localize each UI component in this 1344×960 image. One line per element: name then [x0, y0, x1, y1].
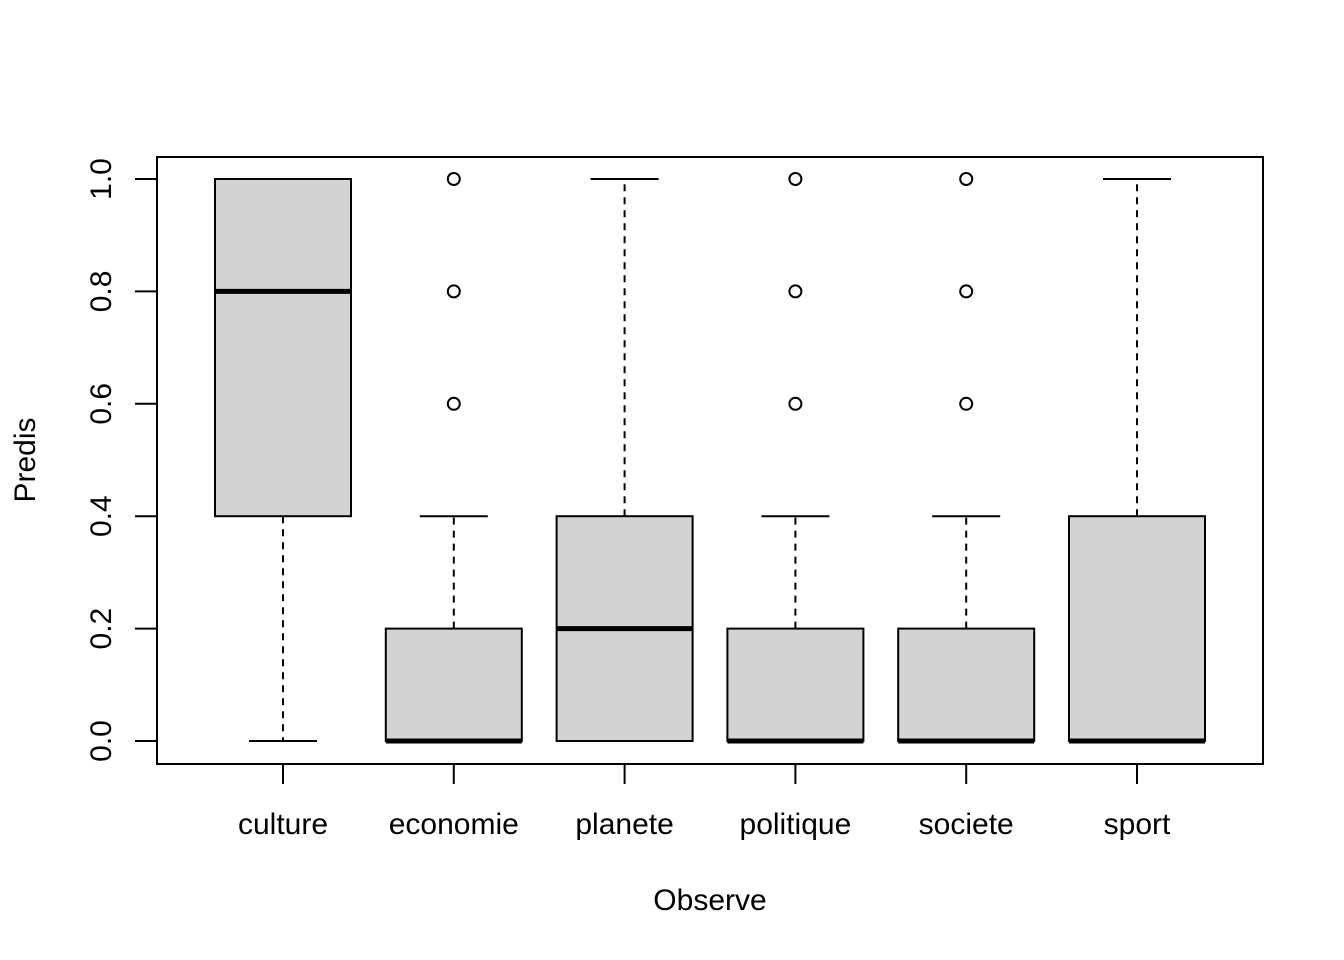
box-culture: [214, 178, 352, 742]
box-economie: [384, 172, 523, 744]
outlier-point: [959, 396, 974, 411]
y-tick-label: 0.6: [85, 383, 118, 425]
box-planete: [555, 178, 694, 743]
y-axis-label: Predis: [9, 417, 42, 502]
x-tick-label: politique: [740, 808, 852, 841]
outlier-point: [446, 396, 461, 411]
outlier-point: [446, 172, 461, 186]
box-iqr: [897, 627, 1036, 742]
box-iqr: [726, 627, 865, 742]
y-tick-label: 1.0: [85, 158, 118, 200]
x-tick-label: economie: [389, 808, 519, 841]
y-tick-label: 0.2: [85, 608, 118, 650]
box-politique: [726, 172, 865, 744]
x-tick-label: planete: [575, 808, 673, 841]
y-axis: 0.0 0.2 0.4 0.6 0.8 1.0: [85, 158, 158, 762]
box-societe: [897, 172, 1036, 744]
x-tick-label: sport: [1104, 808, 1171, 841]
y-tick-label: 0.4: [85, 495, 118, 537]
outlier-point: [788, 396, 803, 411]
outlier-point: [959, 172, 974, 186]
box-iqr: [214, 178, 352, 518]
outlier-point: [959, 284, 974, 299]
y-tick-label: 0.0: [85, 720, 118, 762]
x-axis: culture economie planete politique societe sp…: [238, 763, 1171, 841]
outlier-point: [788, 172, 803, 186]
boxes-layer: [214, 172, 1206, 744]
box-iqr: [384, 627, 523, 742]
x-tick-label: culture: [238, 808, 328, 841]
outlier-point: [788, 284, 803, 299]
x-tick-label: societe: [919, 808, 1014, 841]
outlier-point: [446, 284, 461, 299]
box-sport: [1068, 178, 1206, 744]
box-iqr: [1068, 515, 1206, 743]
y-tick-label: 0.8: [85, 271, 118, 313]
x-axis-label: Observe: [653, 884, 766, 917]
